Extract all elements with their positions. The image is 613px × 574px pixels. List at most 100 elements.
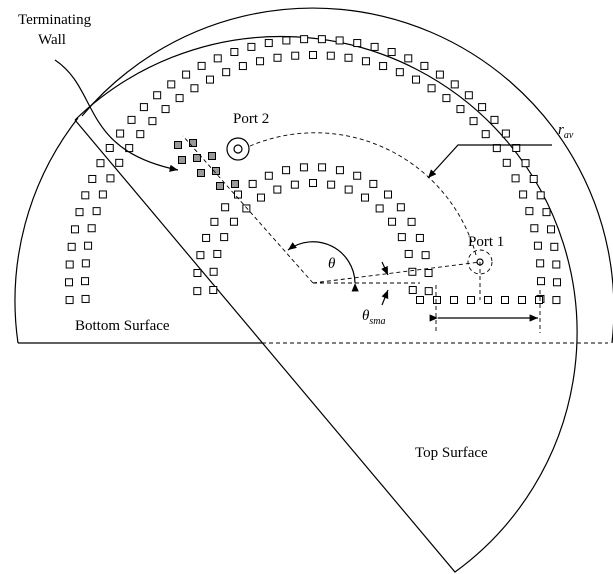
- via: [213, 249, 222, 258]
- via: [450, 296, 458, 304]
- via: [96, 159, 105, 168]
- via: [408, 285, 417, 294]
- via: [220, 233, 229, 242]
- via: [421, 251, 430, 260]
- wall-label-1: Terminating: [18, 12, 92, 28]
- via: [88, 174, 97, 183]
- bottom-arc: [14, 117, 79, 344]
- port-1-outer: [467, 249, 493, 275]
- port-1-label: Port 1: [468, 234, 504, 250]
- via: [197, 61, 206, 70]
- via: [420, 61, 429, 70]
- via: [65, 278, 74, 287]
- r-av-base: r: [558, 122, 564, 138]
- r-av-leader: [427, 144, 552, 179]
- via: [256, 57, 265, 66]
- via: [361, 193, 370, 202]
- via: [353, 39, 362, 48]
- via: [536, 191, 545, 200]
- via: [205, 75, 214, 84]
- port-1-inner: [476, 258, 484, 266]
- theta-label: θ: [328, 256, 336, 272]
- via: [242, 204, 251, 213]
- via: [256, 193, 265, 202]
- via: [412, 75, 421, 84]
- bottom-surface-label: Bottom Surface: [75, 318, 170, 334]
- via: [81, 294, 90, 303]
- via: [67, 242, 76, 251]
- via: [290, 180, 299, 189]
- via: [221, 203, 230, 212]
- wall-radial: [182, 135, 314, 284]
- via: [442, 94, 451, 103]
- via: [327, 180, 336, 189]
- via: [384, 190, 393, 199]
- via: [344, 185, 353, 194]
- via: [427, 84, 436, 93]
- via: [397, 233, 406, 242]
- via: [396, 203, 405, 212]
- via: [502, 158, 511, 167]
- port-2-outer: [226, 137, 250, 161]
- via: [542, 208, 551, 217]
- via: [467, 296, 475, 304]
- via: [435, 70, 444, 79]
- r-av-sub: av: [564, 130, 574, 141]
- via: [139, 103, 148, 112]
- via: [116, 129, 125, 138]
- via: [501, 129, 510, 138]
- via: [136, 130, 145, 139]
- via: [291, 51, 300, 60]
- via: [273, 53, 282, 62]
- via: [210, 217, 219, 226]
- via: [189, 139, 197, 147]
- via: [238, 62, 247, 71]
- via: [167, 80, 176, 89]
- via: [511, 174, 520, 183]
- top-surface-outline: [74, 35, 578, 573]
- via: [481, 130, 490, 139]
- via: [282, 166, 291, 175]
- via: [148, 117, 157, 126]
- via: [81, 191, 90, 200]
- via: [335, 166, 344, 175]
- via: [175, 94, 184, 103]
- via: [484, 296, 492, 304]
- via: [309, 179, 317, 187]
- via: [547, 225, 556, 234]
- port-2-inner: [233, 144, 243, 154]
- via: [190, 84, 199, 93]
- via: [370, 42, 379, 51]
- via: [469, 117, 478, 126]
- via: [209, 285, 218, 294]
- port1-radial: [312, 261, 481, 284]
- via: [525, 207, 534, 216]
- via: [530, 224, 539, 233]
- via: [247, 42, 256, 51]
- via: [344, 53, 353, 62]
- via: [533, 241, 542, 250]
- via: [309, 51, 317, 59]
- via: [182, 70, 191, 79]
- via: [404, 249, 413, 258]
- via: [230, 48, 239, 57]
- via: [407, 217, 416, 226]
- via: [75, 208, 84, 217]
- via: [536, 277, 545, 286]
- via: [433, 296, 441, 304]
- via: [115, 158, 124, 167]
- via: [369, 179, 378, 188]
- via: [216, 182, 224, 190]
- via: [416, 296, 424, 304]
- via: [501, 296, 509, 304]
- via: [464, 91, 473, 100]
- via: [518, 296, 526, 304]
- theta-sma-sub: sma: [369, 316, 385, 327]
- via: [92, 207, 101, 216]
- via: [193, 154, 201, 162]
- via: [415, 233, 424, 242]
- via: [248, 179, 257, 188]
- via: [202, 233, 211, 242]
- via: [552, 296, 561, 305]
